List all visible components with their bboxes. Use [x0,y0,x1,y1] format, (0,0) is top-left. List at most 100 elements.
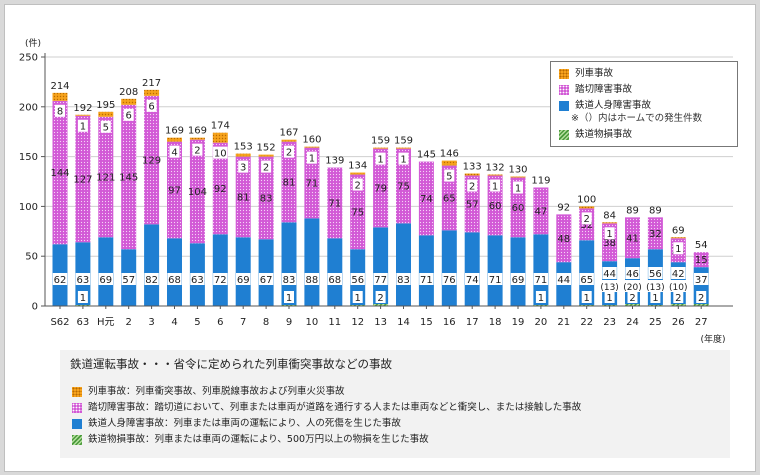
data-label-collision: 2 [355,180,361,191]
definition-text-damage: 鉄道物損事故：列車または車両の運転により、500万円以上の物損を生じた事故 [88,434,429,445]
data-label-collision: 5 [446,171,452,182]
x-tick-label: 10 [306,317,319,328]
bar-collision [281,139,297,142]
bar-collision [670,237,686,239]
data-label-collision: 8 [57,107,63,118]
x-tick-label: 12 [351,317,364,328]
x-tick-label: 13 [374,317,387,328]
bar-crossing [235,156,251,238]
bar-crossing [304,147,320,219]
data-label-crossing: 15 [695,255,708,266]
data-label-injury-bg [75,273,91,285]
total-label: 84 [603,210,616,221]
bar-crossing [281,141,297,223]
x-tick-label: 5 [194,317,200,328]
x-tick-label: 3 [148,317,154,328]
bar-collision [441,160,457,166]
data-label-collision: 1 [377,154,383,165]
data-label-injury: 83 [283,275,296,286]
total-label: 217 [142,78,161,89]
bar-collision [121,98,137,105]
total-label: 89 [626,205,639,216]
bar-injury [510,237,526,306]
data-label-crossing: 79 [374,183,387,194]
bar-crossing [258,156,274,240]
data-label-collision-bg [284,145,294,158]
legend-label-injury: 鉄道人身障害事故 [575,100,652,111]
data-label-crossing: 60 [489,201,502,212]
data-label-damage: 1 [584,293,590,304]
bar-crossing [121,104,137,250]
data-label-collision-bg [238,160,249,173]
data-label-collision: 2 [286,147,292,158]
data-label-crossing: 81 [283,177,296,188]
total-label: 92 [557,202,570,213]
x-tick-label: 63 [77,317,90,328]
bar-injury [396,223,411,306]
bar-collision [373,147,389,149]
data-label-crossing: 71 [328,198,341,209]
definition-swatch-injury [72,419,82,429]
bar-crossing [556,214,572,263]
bar-injury [533,234,549,306]
total-label: 208 [119,87,138,98]
x-tick-label: H元 [97,317,115,328]
data-label-injury-bg [625,267,640,279]
bar-collision [602,222,618,224]
data-label-damage: 1 [652,293,658,304]
legend-label-damage: 鉄道物損事故 [575,129,633,140]
bar-crossing [533,187,549,235]
x-tick-label: 8 [263,317,269,328]
data-label-damage-bg [284,291,294,303]
data-label-damage: 1 [286,293,292,304]
data-label-injury-bg [52,273,68,285]
data-label-injury: 74 [466,275,479,286]
data-label-damage-bg [650,291,661,303]
bar-collision [75,114,91,116]
x-tick-label: 24 [626,317,639,328]
bar-crossing [396,148,411,224]
data-label-injury-bg [327,273,342,285]
data-label-collision: 4 [171,147,177,158]
total-label: 174 [211,121,230,132]
data-label-crossing: 57 [466,199,479,210]
data-label-crossing: 97 [168,185,181,196]
data-label-damage: 2 [377,293,383,304]
data-label-crossing: 32 [580,220,593,231]
total-label: 54 [695,240,708,251]
data-label-injury: 67 [260,275,273,286]
data-label-collision-bg [77,119,88,132]
data-label-collision-bg [513,181,523,194]
data-label-damage-bg [627,291,638,303]
data-label-crossing: 127 [73,175,92,186]
data-label-collision-bg [673,242,684,255]
data-label-crossing: 129 [142,156,161,167]
data-label-injury: 68 [168,275,181,286]
bar-injury [579,240,595,306]
data-label-collision-bg [352,178,363,191]
bar-collision [144,89,160,96]
data-label-crossing: 145 [119,173,138,184]
x-tick-label: 18 [489,317,502,328]
total-label: 132 [486,163,505,174]
data-label-collision: 2 [584,214,590,225]
data-label-platform: (13) [600,283,618,293]
bar-crossing [693,252,709,268]
bar-injury [418,235,434,306]
bar-crossing [350,174,366,250]
data-label-damage: 2 [629,293,635,304]
data-label-collision-bg [375,152,386,165]
data-label-platform-bg [619,280,646,292]
bar-injury [464,232,480,306]
data-label-collision-bg [581,212,592,225]
legend-swatch-collision [559,69,569,79]
total-label: 159 [394,136,413,147]
bar-crossing [167,141,182,239]
data-label-crossing: 32 [649,229,662,240]
definition-text-injury: 鉄道人身障害事故：列車または車両の運転により、人の死傷を生じた事故 [88,418,401,429]
data-label-crossing: 83 [260,193,273,204]
y-tick-label: 0 [32,302,38,313]
total-label: 169 [188,126,207,137]
legend-swatch-injury [559,101,569,111]
data-label-injury-bg [465,273,480,285]
